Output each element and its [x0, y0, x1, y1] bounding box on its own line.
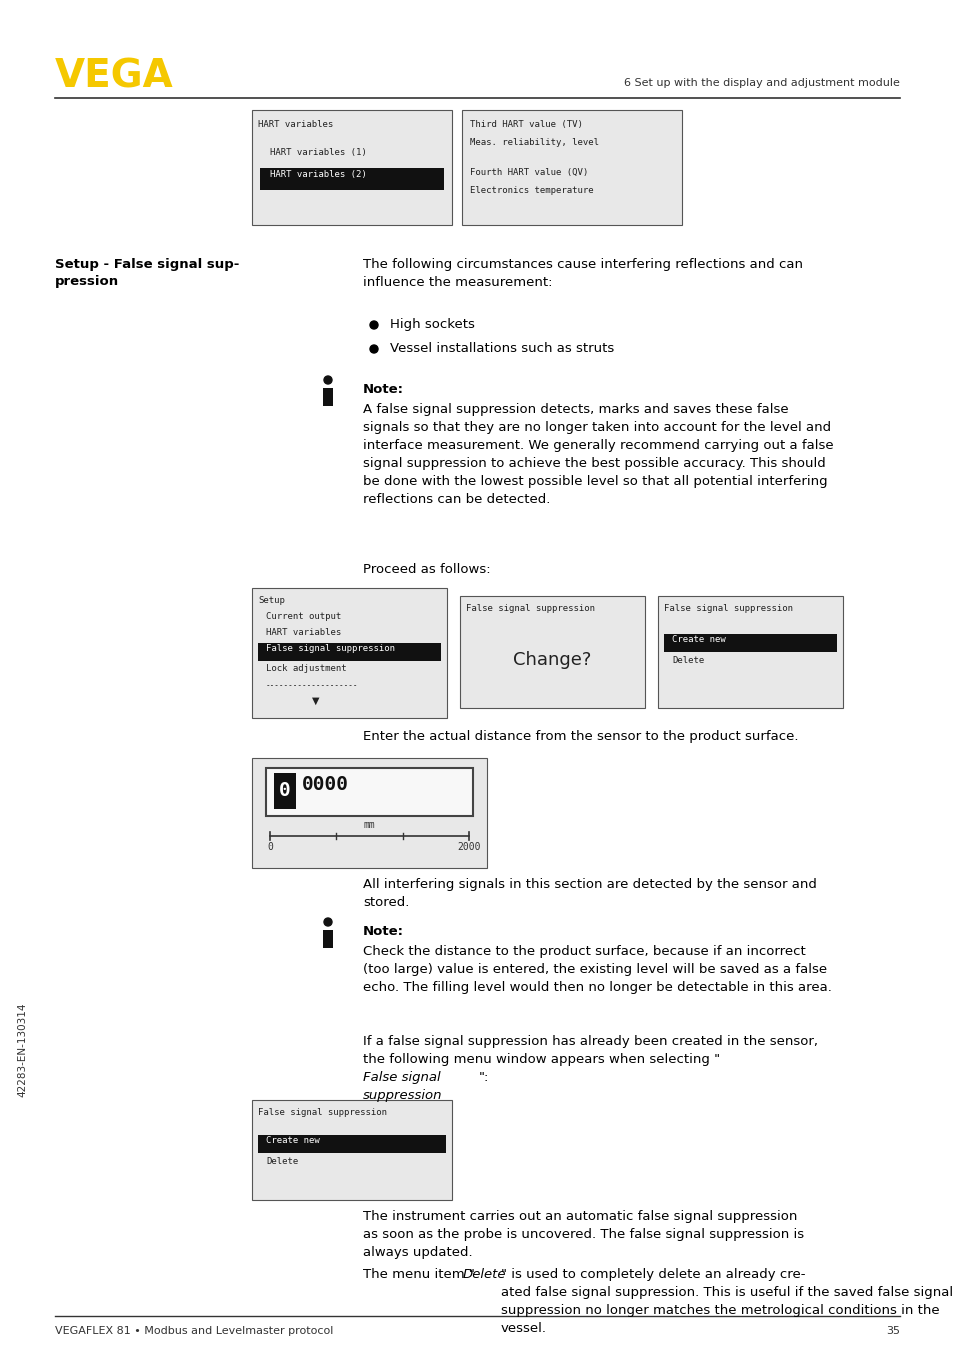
Bar [252, 588, 447, 718]
Text: If a false signal suppression has already been created in the sensor,
the follow: If a false signal suppression has alread… [363, 1034, 817, 1066]
Text: 0: 0 [279, 781, 291, 800]
Bar [459, 596, 644, 708]
Text: ":: ": [478, 1071, 489, 1085]
Bar [252, 110, 452, 225]
Bar [323, 389, 333, 406]
Bar [323, 930, 333, 948]
Circle shape [324, 918, 332, 926]
Bar [461, 110, 681, 225]
Text: " is used to completely delete an already cre-
ated false signal suppression. Th: " is used to completely delete an alread… [500, 1267, 952, 1335]
Text: HART variables: HART variables [266, 628, 341, 636]
Bar [260, 168, 443, 190]
Text: False signal suppression: False signal suppression [257, 1108, 387, 1117]
Text: mm: mm [363, 821, 375, 830]
Text: The instrument carries out an automatic false signal suppression
as soon as the : The instrument carries out an automatic … [363, 1210, 803, 1259]
Text: Enter the actual distance from the sensor to the product surface.: Enter the actual distance from the senso… [363, 730, 798, 743]
Text: False signal suppression: False signal suppression [465, 604, 595, 613]
Text: 2000: 2000 [456, 842, 480, 852]
Text: The following circumstances cause interfering reflections and can
influence the : The following circumstances cause interf… [363, 259, 802, 288]
Text: Vessel installations such as struts: Vessel installations such as struts [390, 343, 614, 355]
Text: High sockets: High sockets [390, 318, 475, 330]
Text: HART variables (2): HART variables (2) [270, 171, 366, 179]
Text: Lock adjustment: Lock adjustment [266, 663, 346, 673]
Text: Proceed as follows:: Proceed as follows: [363, 563, 490, 575]
Circle shape [324, 376, 332, 385]
Text: The menu item ": The menu item " [363, 1267, 475, 1281]
Bar [257, 1135, 446, 1154]
Bar [252, 1099, 452, 1200]
Bar [274, 773, 295, 808]
Text: Delete: Delete [266, 1158, 298, 1166]
Text: Electronics temperature: Electronics temperature [470, 185, 593, 195]
Text: Change?: Change? [513, 651, 591, 669]
Circle shape [370, 345, 377, 353]
Text: Third HART value (TV): Third HART value (TV) [470, 121, 582, 129]
Text: Setup: Setup [257, 596, 285, 605]
Text: All interfering signals in this section are detected by the sensor and
stored.: All interfering signals in this section … [363, 877, 816, 909]
Text: Setup - False signal sup-
pression: Setup - False signal sup- pression [55, 259, 239, 288]
Text: Check the distance to the product surface, because if an incorrect
(too large) v: Check the distance to the product surfac… [363, 945, 831, 994]
Text: Delete: Delete [462, 1267, 506, 1281]
Text: Note:: Note: [363, 383, 403, 395]
Text: Create new: Create new [266, 1136, 319, 1145]
Text: Delete: Delete [671, 655, 703, 665]
Text: False signal suppression: False signal suppression [663, 604, 792, 613]
Text: A false signal suppression detects, marks and saves these false
signals so that : A false signal suppression detects, mark… [363, 403, 833, 506]
Text: Current output: Current output [266, 612, 341, 621]
Text: 42283-EN-130314: 42283-EN-130314 [17, 1003, 27, 1097]
Bar [266, 768, 473, 816]
Text: VEGA: VEGA [55, 58, 173, 96]
Bar [663, 634, 836, 653]
Text: False signal suppression: False signal suppression [266, 645, 395, 653]
Circle shape [370, 321, 377, 329]
Text: 0000: 0000 [302, 774, 349, 793]
Text: False signal
suppression: False signal suppression [363, 1071, 442, 1102]
Bar [252, 758, 486, 868]
Text: ▼: ▼ [312, 696, 319, 705]
Text: Note:: Note: [363, 925, 403, 938]
Bar [658, 596, 842, 708]
Text: HART variables (1): HART variables (1) [270, 148, 366, 157]
Text: 35: 35 [885, 1326, 899, 1336]
Text: Create new: Create new [671, 635, 725, 645]
Text: HART variables: HART variables [257, 121, 333, 129]
Text: Meas. reliability, level: Meas. reliability, level [470, 138, 598, 148]
Text: 6 Set up with the display and adjustment module: 6 Set up with the display and adjustment… [623, 79, 899, 88]
Text: 0: 0 [267, 842, 273, 852]
Bar [257, 643, 440, 661]
Text: --------------------: -------------------- [266, 681, 358, 691]
Text: VEGAFLEX 81 • Modbus and Levelmaster protocol: VEGAFLEX 81 • Modbus and Levelmaster pro… [55, 1326, 333, 1336]
Text: Fourth HART value (QV): Fourth HART value (QV) [470, 168, 588, 177]
